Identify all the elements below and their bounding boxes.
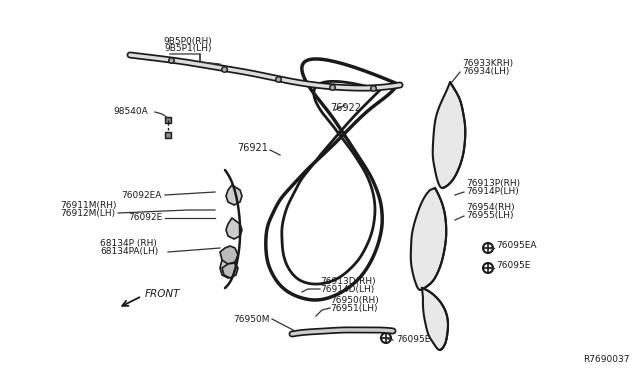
Polygon shape (226, 218, 242, 239)
Text: 76913D(RH): 76913D(RH) (320, 277, 376, 286)
Text: 76914D(LH): 76914D(LH) (320, 285, 374, 294)
Text: 76950M: 76950M (234, 314, 270, 324)
Text: 76092EA: 76092EA (122, 190, 162, 199)
Text: 76921: 76921 (237, 143, 268, 153)
Text: 76933KRH): 76933KRH) (462, 59, 513, 68)
Text: 76912M(LH): 76912M(LH) (60, 209, 115, 218)
Polygon shape (411, 188, 446, 290)
Text: 9B5P0(RH): 9B5P0(RH) (164, 37, 212, 46)
Text: 76095E: 76095E (396, 336, 430, 344)
Text: 68134P (RH): 68134P (RH) (100, 239, 157, 248)
Polygon shape (222, 263, 238, 278)
Text: 76095E: 76095E (496, 262, 531, 270)
Text: R7690037: R7690037 (584, 355, 630, 364)
Polygon shape (220, 246, 238, 264)
Polygon shape (433, 82, 465, 188)
Text: 76934(LH): 76934(LH) (462, 67, 509, 76)
Text: 76951(LH): 76951(LH) (330, 304, 378, 313)
Text: 76950(RH): 76950(RH) (330, 296, 379, 305)
Text: 76955(LH): 76955(LH) (466, 211, 513, 220)
Text: 76954(RH): 76954(RH) (466, 203, 515, 212)
Polygon shape (220, 253, 237, 278)
Text: 98540A: 98540A (113, 108, 148, 116)
Text: 76913P(RH): 76913P(RH) (466, 179, 520, 188)
Text: 76914P(LH): 76914P(LH) (466, 187, 519, 196)
Text: 68134PA(LH): 68134PA(LH) (100, 247, 158, 256)
Text: 76095EA: 76095EA (496, 241, 536, 250)
Polygon shape (226, 185, 242, 205)
Text: 76911M(RH): 76911M(RH) (60, 201, 116, 210)
Text: 76092E: 76092E (128, 214, 162, 222)
Text: 9B5P1(LH): 9B5P1(LH) (164, 44, 212, 53)
Text: FRONT: FRONT (145, 289, 180, 299)
Polygon shape (422, 288, 448, 350)
Text: 76922: 76922 (330, 103, 361, 113)
